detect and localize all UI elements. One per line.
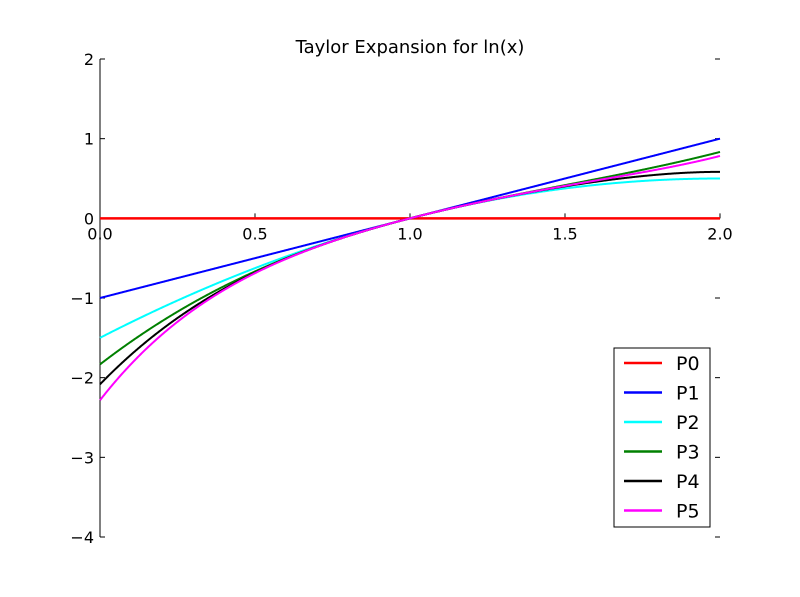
legend-label: P5 bbox=[676, 501, 700, 523]
legend: P0 P1 P2 P3 P4 P5 bbox=[613, 347, 711, 528]
legend-box bbox=[613, 347, 711, 528]
y-tick-label: 2 bbox=[84, 50, 94, 69]
x-tick-label: 0.5 bbox=[242, 224, 267, 243]
y-tick-label: −3 bbox=[70, 448, 94, 467]
tick-labels: 0.0 0.5 1.0 1.5 2.0 2 1 0 −1 −2 −3 −4 bbox=[70, 50, 732, 547]
y-tick-label: −4 bbox=[70, 528, 94, 547]
y-tick-label: 0 bbox=[84, 209, 94, 228]
y-tick-label: −1 bbox=[70, 289, 94, 308]
y-tick-label: 1 bbox=[84, 130, 94, 149]
chart-title: Taylor Expansion for ln(x) bbox=[295, 37, 525, 58]
x-tick-label: 2.0 bbox=[707, 224, 732, 243]
series-lines bbox=[99, 137, 721, 401]
x-tick-label: 0.0 bbox=[87, 224, 112, 243]
series-line-p2 bbox=[99, 177, 720, 339]
x-tick-label: 1.0 bbox=[397, 224, 422, 243]
series-line-p5 bbox=[99, 154, 721, 401]
legend-label: P0 bbox=[676, 353, 700, 375]
legend-label: P4 bbox=[676, 471, 700, 493]
legend-label: P2 bbox=[676, 412, 700, 434]
x-tick-label: 1.5 bbox=[552, 224, 577, 243]
legend-label: P3 bbox=[676, 442, 700, 464]
y-tick-label: −2 bbox=[70, 369, 94, 388]
legend-label: P1 bbox=[676, 383, 700, 405]
series-line-p3 bbox=[99, 150, 721, 366]
